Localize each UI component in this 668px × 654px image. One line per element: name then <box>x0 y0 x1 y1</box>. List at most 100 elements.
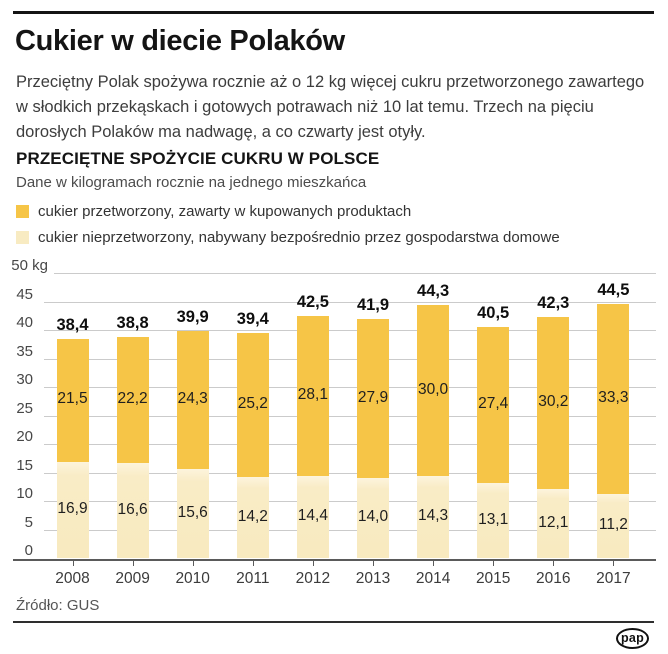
x-axis-tick <box>192 561 194 566</box>
bar-segment-unprocessed <box>176 469 209 558</box>
x-axis-tick <box>553 561 555 566</box>
legend-swatch-processed <box>16 205 29 218</box>
bar-total-label: 38,4 <box>56 316 89 335</box>
legend-item: cukier nieprzetworzony, nabywany bezpośr… <box>16 229 560 246</box>
grid-line <box>44 529 656 531</box>
x-axis-year-label: 2012 <box>295 570 331 587</box>
y-axis-label: 10 <box>16 485 33 502</box>
bar-value-processed: 21,5 <box>57 390 88 408</box>
bar-value-unprocessed: 12,1 <box>538 513 569 531</box>
bar-segment-processed <box>477 327 510 484</box>
intro-text: Przeciętny Polak spożywa rocznie aż o 12… <box>16 73 645 141</box>
grid-line <box>44 415 656 417</box>
legend-label: cukier nieprzetworzony, nabywany bezpośr… <box>38 229 560 246</box>
y-axis-label: 5 <box>24 513 33 531</box>
legend-item: cukier przetworzony, zawarty w kupowanyc… <box>16 203 560 220</box>
bar-segment-processed <box>537 316 570 489</box>
page-title: Cukier w diecie Polaków <box>15 25 345 57</box>
bar-value-processed: 30,2 <box>538 392 569 410</box>
bar-segment-processed <box>176 330 209 470</box>
bar-value-unprocessed: 14,0 <box>357 508 389 526</box>
y-axis-label: 25 <box>16 399 33 417</box>
bar-segment-unprocessed <box>236 477 269 558</box>
grid-line <box>44 330 656 331</box>
x-axis-tick <box>72 561 74 566</box>
y-axis-label: 40 <box>16 314 33 331</box>
bar-segment-unprocessed <box>296 475 329 558</box>
bar-value-processed: 25,2 <box>237 395 268 413</box>
bar-segment-unprocessed <box>56 461 89 558</box>
bar-total-label: 39,9 <box>176 307 209 326</box>
bar-total-label: 44,3 <box>417 282 450 301</box>
pap-logo-text: pap <box>620 631 645 646</box>
y-axis-label: 0 <box>24 542 33 559</box>
bar-value-processed: 27,9 <box>357 388 389 406</box>
bar-value-unprocessed: 16,9 <box>57 499 88 517</box>
x-axis-year-label: 2017 <box>596 570 631 587</box>
bar-value-unprocessed: 15,6 <box>177 503 208 521</box>
bar-value-processed: 30,0 <box>418 380 449 398</box>
bar-value-unprocessed: 16,6 <box>117 500 148 518</box>
bar-segment-processed <box>417 305 450 477</box>
bar-segment-processed <box>56 339 89 462</box>
bar-value-unprocessed: 14,2 <box>237 507 268 525</box>
source-note: Źródło: GUS <box>16 597 100 614</box>
bar-value-unprocessed: 14,4 <box>297 506 328 524</box>
bar-segment-unprocessed <box>537 489 570 558</box>
bar-segment-processed <box>296 315 329 476</box>
grid-line <box>44 358 656 360</box>
x-axis-year-label: 2009 <box>115 570 150 587</box>
grid-line <box>44 301 656 303</box>
y-axis-label: 20 <box>16 428 33 445</box>
bar-segment-unprocessed <box>477 483 510 558</box>
x-axis-tick <box>493 561 495 566</box>
bar-value-processed: 24,3 <box>177 389 208 407</box>
chart-legend: cukier przetworzony, zawarty w kupowanyc… <box>16 203 560 246</box>
bar-value-unprocessed: 14,3 <box>418 507 449 525</box>
y-axis-label: 30 <box>16 371 33 388</box>
bar-value-processed: 28,1 <box>297 385 328 403</box>
grid-line <box>44 472 656 474</box>
bar-segment-processed <box>116 336 149 464</box>
chart-heading: PRZECIĘTNE SPOŻYCIE CUKRU W POLSCE <box>16 149 380 168</box>
bar-segment-processed <box>236 333 269 478</box>
x-axis-tick <box>252 561 254 566</box>
top-rule <box>13 11 654 14</box>
bar-segment-unprocessed <box>357 478 389 558</box>
grid-line <box>44 444 656 445</box>
bar-value-processed: 22,2 <box>117 390 148 408</box>
x-axis-year-label: 2013 <box>355 570 391 587</box>
bar-segment-processed <box>357 319 389 479</box>
pap-logo: pap <box>616 628 649 649</box>
bar-segment-unprocessed <box>597 494 630 558</box>
bar-total-label: 42,5 <box>296 292 329 311</box>
grid-line <box>44 387 656 388</box>
x-axis-tick <box>373 561 374 566</box>
y-axis-label: 50 kg <box>11 257 48 274</box>
bar-value-processed: 27,4 <box>478 395 509 413</box>
y-axis-label: 35 <box>16 342 33 360</box>
x-axis-year-label: 2016 <box>536 570 571 587</box>
bar-total-label: 41,9 <box>356 296 390 315</box>
x-axis-tick <box>132 561 134 566</box>
x-axis-line <box>13 559 656 561</box>
bar-total-label: 38,8 <box>116 313 149 332</box>
x-axis-year-label: 2015 <box>475 570 511 587</box>
bar-total-label: 44,5 <box>597 281 630 300</box>
y-axis-label: 15 <box>16 456 33 474</box>
bar-segment-processed <box>597 304 630 495</box>
x-axis-tick <box>433 561 435 566</box>
grid-line <box>54 273 656 274</box>
bar-segment-unprocessed <box>116 463 149 558</box>
bar-value-unprocessed: 13,1 <box>478 510 509 528</box>
chart-subheading: Dane w kilogramach rocznie na jednego mi… <box>16 174 367 191</box>
legend-label: cukier przetworzony, zawarty w kupowanyc… <box>38 203 412 220</box>
bar-total-label: 42,3 <box>537 293 570 312</box>
bar-total-label: 40,5 <box>477 304 510 323</box>
x-axis-year-label: 2008 <box>55 570 90 587</box>
bar-value-unprocessed: 11,2 <box>598 516 628 534</box>
bar-value-processed: 33,3 <box>598 389 629 407</box>
x-axis-tick <box>613 561 615 566</box>
x-axis-tick <box>312 561 314 566</box>
